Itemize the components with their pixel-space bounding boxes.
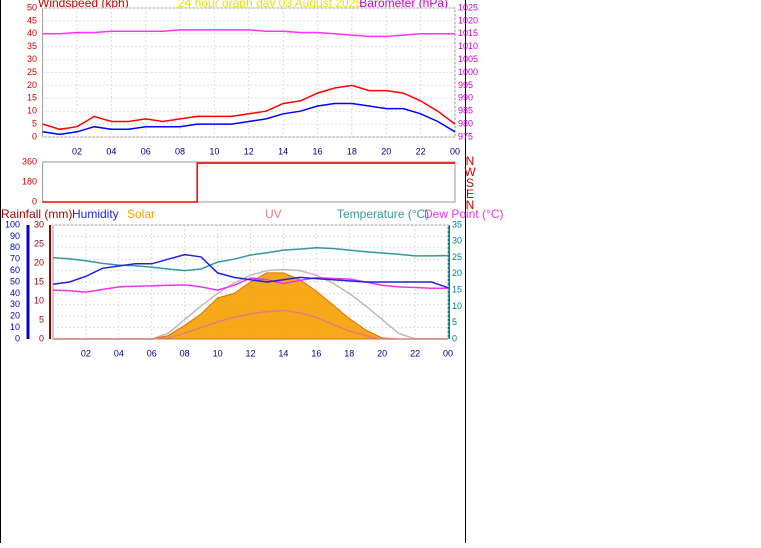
x-tick-label: 08 [175, 146, 185, 156]
y3-tick-label: 15 [34, 276, 44, 286]
y2-tick-label: 1025 [458, 2, 478, 12]
y2-tick-label: 1005 [458, 54, 478, 64]
y3-tick-label: 30 [34, 219, 44, 229]
x-tick-label: 00 [443, 348, 453, 358]
y-tick-label: 40 [27, 28, 37, 38]
y2-tick-label: 0 [452, 333, 457, 343]
x-tick-label: 14 [278, 146, 288, 156]
series-line [42, 102, 456, 136]
x-tick-label: 14 [278, 348, 288, 358]
legend-label: UV [265, 207, 282, 221]
y-tick-label: 5 [32, 118, 37, 128]
x-tick-label: 10 [213, 348, 223, 358]
x-tick-label: 16 [313, 146, 323, 156]
x-tick-label: 12 [244, 146, 254, 156]
x-tick-label: 22 [416, 146, 426, 156]
y2-tick-label: 1010 [458, 41, 478, 51]
y2-tick-label: 985 [458, 106, 473, 116]
series-line [52, 247, 449, 272]
legend-label: Temperature (°C) [337, 207, 429, 221]
y2-tick-label: 30 [452, 236, 462, 246]
y-tick-label: 35 [27, 41, 37, 51]
y-tick-label: 360 [22, 156, 37, 166]
x-tick-label: 00 [450, 146, 460, 156]
x-tick-label: 06 [147, 348, 157, 358]
series-line [42, 84, 456, 131]
series-line [52, 253, 449, 289]
x-tick-label: 18 [347, 146, 357, 156]
x-tick-label: 20 [377, 348, 387, 358]
y3-tick-label: 0 [39, 333, 44, 343]
y-tick-label: 0 [32, 196, 37, 206]
y-tick-label: 30 [10, 299, 20, 309]
y-tick-label: 20 [10, 311, 20, 321]
y-tick-label: 45 [27, 15, 37, 25]
y-tick-label: 20 [27, 80, 37, 90]
y2-tick-label: 15 [452, 285, 462, 295]
y2-axis-title: Barometer (hPa) [359, 0, 448, 10]
y2-tick-label: 1015 [458, 28, 478, 38]
legend-label: Solar [127, 207, 155, 221]
y3-tick-label: 10 [34, 295, 44, 305]
legend-label: Humidity [72, 207, 119, 221]
y-tick-label: 10 [10, 322, 20, 332]
x-tick-label: 20 [381, 146, 391, 156]
y-tick-label: 0 [15, 333, 20, 343]
y2-tick-label: 20 [452, 268, 462, 278]
legend-label: Dew Point (°C) [424, 207, 503, 221]
y3-tick-label: 20 [34, 257, 44, 267]
y-tick-label: 80 [10, 242, 20, 252]
y-tick-label: 50 [27, 2, 37, 12]
y-tick-label: 50 [10, 276, 20, 286]
y2-tick-label: 990 [458, 93, 473, 103]
y2-tick-label: 1020 [458, 15, 478, 25]
direction-label: N [466, 198, 475, 212]
direction-label: N [466, 154, 475, 168]
y-tick-label: 25 [27, 67, 37, 77]
y-tick-label: 90 [10, 231, 20, 241]
x-tick-label: 04 [106, 146, 116, 156]
rainfall-axis-title: Rainfall (mm) [1, 207, 72, 221]
x-tick-label: 12 [245, 348, 255, 358]
y2-tick-label: 975 [458, 131, 473, 141]
plot-area [42, 161, 456, 203]
series-line [42, 29, 455, 38]
y2-tick-label: 980 [458, 118, 473, 128]
y-tick-label: 30 [27, 54, 37, 64]
y-tick-label: 10 [27, 106, 37, 116]
x-tick-label: 22 [410, 348, 420, 358]
x-tick-label: 04 [114, 348, 124, 358]
series-line [52, 277, 448, 293]
y-tick-label: 15 [27, 93, 37, 103]
y-tick-label: 40 [10, 288, 20, 298]
y3-tick-label: 25 [34, 238, 44, 248]
y-tick-label: 100 [5, 219, 20, 229]
series-line [53, 309, 448, 340]
y-tick-label: 60 [10, 265, 20, 275]
x-tick-label: 08 [180, 348, 190, 358]
y2-tick-label: 25 [452, 252, 462, 262]
chart-title: 24 hour graph day 03 August 2025 [178, 0, 362, 10]
y-tick-label: 180 [22, 176, 37, 186]
y3-tick-label: 5 [39, 314, 44, 324]
x-tick-label: 06 [141, 146, 151, 156]
y2-tick-label: 35 [452, 219, 462, 229]
series-line [42, 162, 455, 203]
y-tick-label: 70 [10, 254, 20, 264]
direction-label: S [466, 176, 474, 190]
y2-tick-label: 5 [452, 317, 457, 327]
direction-label: E [466, 187, 474, 201]
y2-tick-label: 10 [452, 301, 462, 311]
y2-tick-label: 1000 [458, 67, 478, 77]
y2-tick-label: 995 [458, 80, 473, 90]
x-tick-label: 02 [72, 146, 82, 156]
x-tick-label: 18 [344, 348, 354, 358]
y-tick-label: 0 [32, 131, 37, 141]
x-tick-label: 10 [209, 146, 219, 156]
x-tick-label: 16 [311, 348, 321, 358]
y-axis-title: Windspeed (kph) [38, 0, 129, 10]
direction-label: W [464, 165, 476, 179]
x-tick-label: 02 [81, 348, 91, 358]
